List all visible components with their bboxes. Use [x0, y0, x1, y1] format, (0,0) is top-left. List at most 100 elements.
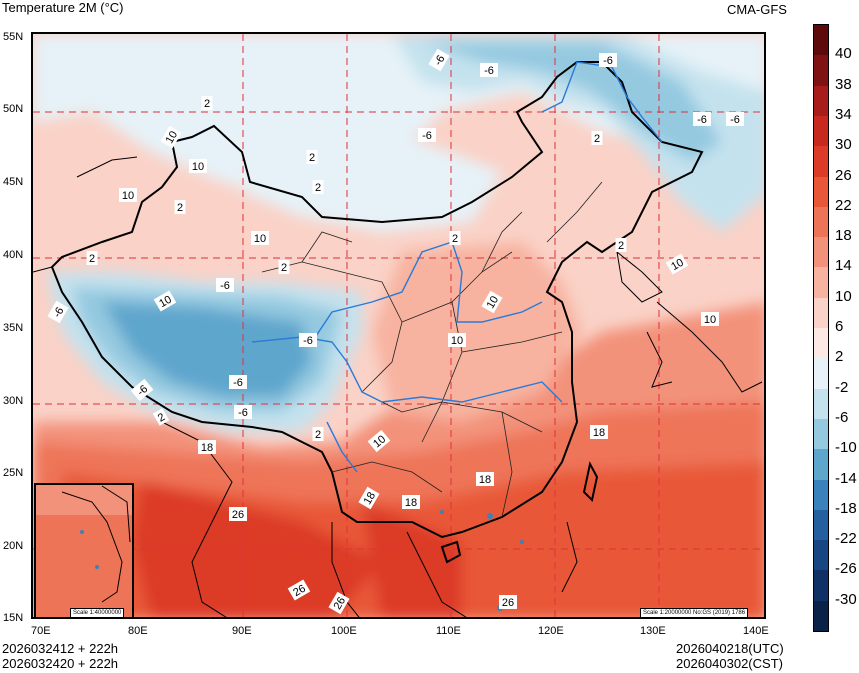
- contour-label: -6: [233, 377, 243, 389]
- colorbar-label: -26: [835, 560, 857, 578]
- contour-label: 18: [405, 497, 417, 509]
- contour-label: 26: [502, 597, 514, 609]
- contour-label-group: 26: [229, 507, 247, 521]
- contour-label: -6: [697, 114, 707, 126]
- colorbar-swatch: [814, 358, 828, 390]
- contour-label-group: 2: [86, 251, 98, 265]
- lat-label-40n: 40N: [3, 249, 24, 261]
- contour-label-bg: [701, 312, 719, 326]
- contour-label: 10: [122, 190, 134, 202]
- colorbar-label: 34: [835, 105, 852, 123]
- colorbar-swatch: [814, 115, 828, 147]
- colorbar-label: 14: [835, 257, 852, 275]
- contour-label-group: -6: [418, 128, 436, 142]
- contour-label-group: 2: [312, 427, 324, 441]
- contour-label-bg: [216, 278, 234, 292]
- contour-label-bg: [591, 131, 603, 145]
- colorbar-swatch: [814, 600, 828, 632]
- contour-label: 10: [164, 129, 181, 146]
- contour-label-bg: [312, 180, 324, 194]
- contour-label: 18: [479, 474, 491, 486]
- contour-label-group: 10: [701, 312, 719, 326]
- contour-label-bg: [476, 472, 494, 486]
- lat-label-55n: 55N: [3, 31, 24, 43]
- map-scale: Scale 1:20000000 No:GS (2019) 1786: [640, 608, 749, 618]
- contour-label-group: 2: [152, 408, 170, 426]
- colorbar-label: 30: [835, 136, 852, 154]
- contour-label-group: -6: [130, 378, 154, 402]
- temperature-map[interactable]: -6-6-6-6-6 -6-6-6-6-6-6-62222222222210101…: [33, 34, 766, 619]
- colorbar-swatch: [814, 570, 828, 602]
- contour-label-bg: [174, 200, 186, 214]
- colorbar-swatch: [814, 55, 828, 87]
- contour-label: 10: [704, 314, 716, 326]
- contour-label-group: 10: [189, 159, 207, 173]
- contour-label-group: -6: [480, 63, 498, 77]
- contour-label: 10: [157, 294, 174, 311]
- contour-label-bg: [152, 408, 170, 426]
- footer-init-2: 2026032420 + 222h: [2, 656, 119, 671]
- contour-label-group: 2: [201, 96, 213, 110]
- map-panel[interactable]: -6 -6 -6 -6 -6 -6 -6 -6 -6 -6 -6 -6 2 2 2 2 2 2 2 2 2 2 2 10 10 1…: [31, 32, 766, 619]
- contour-label-bg: [428, 48, 450, 72]
- contour-label: 2: [315, 182, 321, 194]
- colorbar-swatch: [814, 85, 828, 117]
- contour-label: -6: [603, 55, 613, 67]
- south-china-sea-inset: [34, 483, 134, 617]
- contour-label-bg: [119, 188, 137, 202]
- contour-label: 2: [452, 233, 458, 245]
- colorbar-swatch: [814, 328, 828, 359]
- contour-label-group: 10: [153, 290, 177, 312]
- lon-label-120e: 120E: [538, 625, 564, 637]
- contour-label-group: 18: [358, 486, 380, 510]
- contour-label: 18: [362, 490, 379, 507]
- inset-scale: Scale 1:40000000: [70, 608, 125, 618]
- lat-label-30n: 30N: [3, 395, 24, 407]
- contour-label-bg: [130, 378, 154, 402]
- colorbar-swatch: [814, 479, 828, 511]
- contour-label: 10: [192, 161, 204, 173]
- contour-label-group: 10: [160, 125, 182, 149]
- contour-label-group: 2: [306, 150, 318, 164]
- colorbar-swatch: [814, 25, 828, 56]
- contour-label-group: 18: [402, 495, 420, 509]
- contour-label-bg: [449, 231, 461, 245]
- lon-label-130e: 130E: [640, 625, 666, 637]
- contour-label-group: -6: [428, 48, 450, 72]
- contour-label-bg: [599, 53, 617, 67]
- contour-label-bg: [189, 159, 207, 173]
- contour-label: 10: [451, 335, 463, 347]
- contour-label-bg: [418, 128, 436, 142]
- contour-label-group: 2: [615, 238, 627, 252]
- contour-label-bg: [615, 238, 627, 252]
- contour-label-bg: [402, 495, 420, 509]
- contour-label-group: -6: [229, 375, 247, 389]
- contour-label-bg: [153, 290, 177, 312]
- colorbar-label: 18: [835, 227, 852, 245]
- contour-label-group: 2: [312, 180, 324, 194]
- colorbar-label: 6: [835, 318, 844, 335]
- contour-label-bg: [448, 333, 466, 347]
- contour-label-bg: [328, 591, 350, 615]
- contour-label-group: -6: [693, 112, 711, 126]
- contour-label: 26: [332, 595, 349, 612]
- contour-label-bg: [201, 96, 213, 110]
- colorbar: [813, 24, 829, 632]
- lat-label-45n: 45N: [3, 176, 24, 188]
- taiwan-outline: [582, 461, 599, 503]
- temperature-field: [33, 34, 764, 617]
- contour-label: 2: [309, 152, 315, 164]
- contour-label-bg: [726, 112, 744, 126]
- colorbar-swatch: [814, 237, 828, 268]
- contour-label-bg: [693, 112, 711, 126]
- contour-label-bg: [229, 375, 247, 389]
- contour-label: 10: [254, 233, 266, 245]
- colorbar-swatch: [814, 540, 828, 571]
- contour-label-group: 10: [448, 333, 466, 347]
- contour-label: -6: [730, 114, 740, 126]
- contour-label-bg: [481, 290, 503, 314]
- colorbar-swatch: [814, 206, 828, 238]
- contour-label-group: 10: [481, 290, 503, 314]
- contour-label-bg: [590, 425, 608, 439]
- contour-label: -6: [238, 407, 248, 419]
